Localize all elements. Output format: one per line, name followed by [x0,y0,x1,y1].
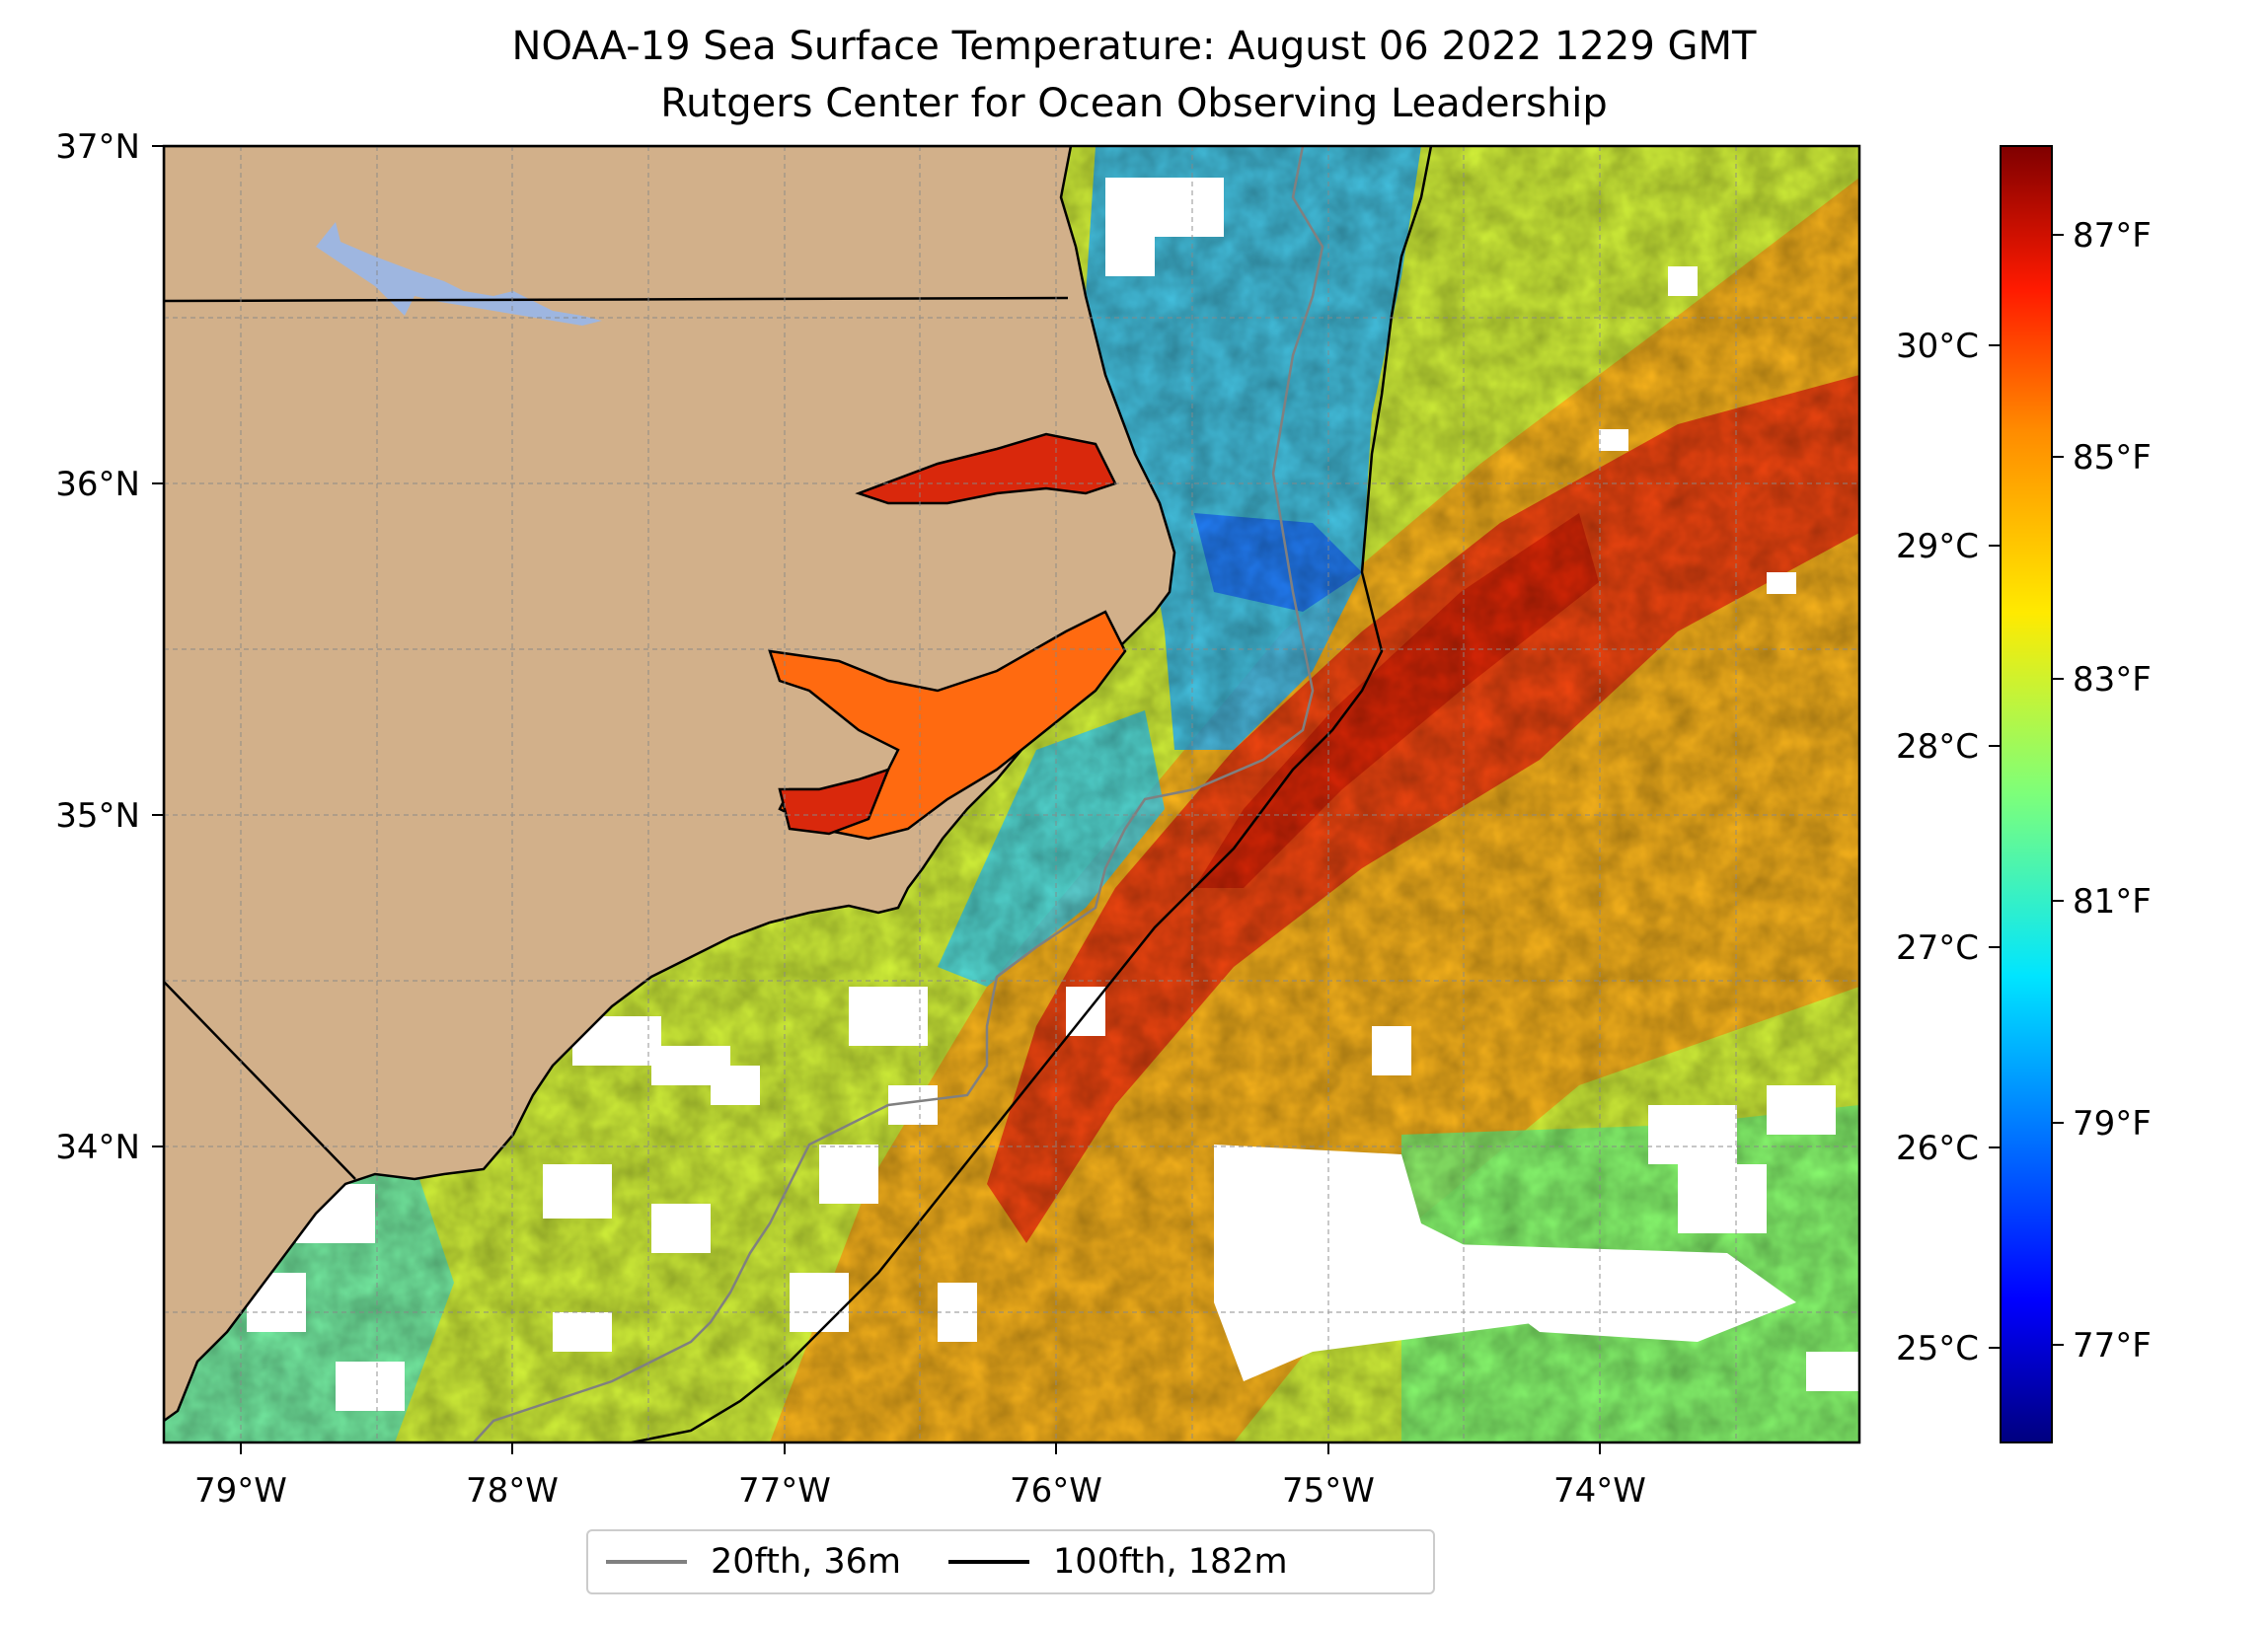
fahrenheit-tick-label: 81°F [2073,882,2152,922]
legend-item-100fth: 100fth, 182m [948,1542,1288,1582]
neuse-river [778,767,891,836]
x-tick-label: 78°W [466,1471,559,1511]
y-tick-label: 35°N [55,796,140,836]
celsius-tick-label: 27°C [1896,928,1979,968]
nc-sc-border [164,981,356,1180]
colorbar-fahrenheit-labels: 87°F 85°F 83°F 81°F 79°F 77°F [2073,216,2152,1366]
va-nc-border [164,296,1069,303]
map-subtitle: Rutgers Center for Ocean Observing Leade… [660,81,1608,126]
y-axis-ticks [152,145,164,1147]
legend-label: 20fth, 36m [711,1542,902,1582]
colorbar-celsius-labels: 30°C 29°C 28°C 27°C 26°C 25°C [1896,327,1979,1368]
fahrenheit-tick-label: 79°F [2073,1104,2152,1144]
celsius-tick-label: 28°C [1896,727,1979,767]
celsius-tick-label: 29°C [1896,527,1979,566]
fahrenheit-tick-label: 83°F [2073,660,2152,700]
x-tick-label: 75°W [1282,1471,1375,1511]
y-tick-label: 36°N [55,465,140,504]
x-tick-label: 79°W [194,1471,287,1511]
x-axis-ticks [240,1442,1601,1454]
cloud-gaps [247,178,1859,1411]
celsius-tick-label: 30°C [1896,327,1979,366]
x-tick-label: 76°W [1010,1471,1102,1511]
colorbar-ticks [1989,234,2064,1349]
legend-line-black [948,1560,1030,1564]
y-axis-labels: 37°N 36°N 35°N 34°N [55,127,140,1167]
fahrenheit-tick-label: 77°F [2073,1326,2152,1366]
isobath-legend: 20fth, 36m 100fth, 182m [586,1529,1435,1594]
fahrenheit-tick-label: 87°F [2073,216,2152,256]
map-frame [162,144,1861,1444]
x-axis-labels: 79°W 78°W 77°W 76°W 75°W 74°W [194,1471,1646,1511]
colorbar [2000,145,2053,1443]
legend-item-20fth: 20fth, 36m [606,1542,901,1582]
isobath-100fth [631,146,1433,1442]
graticule [164,146,1859,1442]
albemarle-sound [855,432,1117,505]
y-tick-label: 34°N [55,1128,140,1167]
legend-line-gray [606,1560,687,1564]
land-mass [164,146,1176,1423]
y-tick-label: 37°N [55,127,140,167]
map-title: NOAA-19 Sea Surface Temperature: August … [511,24,1757,69]
x-tick-label: 74°W [1553,1471,1646,1511]
legend-label: 100fth, 182m [1053,1542,1288,1582]
celsius-tick-label: 25°C [1896,1329,1979,1368]
map-area [164,146,1859,1442]
fahrenheit-tick-label: 85°F [2073,438,2152,478]
celsius-tick-label: 26°C [1896,1129,1979,1168]
x-tick-label: 77°W [738,1471,831,1511]
